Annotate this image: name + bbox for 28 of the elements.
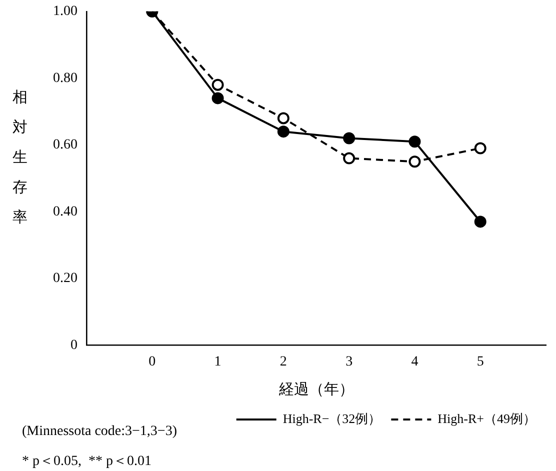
point — [212, 78, 224, 91]
y-tick-label: 0.60 — [53, 138, 78, 153]
y-tick-label: 1.00 — [53, 4, 78, 20]
y-tick-label: 0 — [70, 338, 78, 353]
x-tick-label: 2 — [280, 354, 287, 370]
x-axis-title: 経過（年） — [278, 380, 354, 398]
text: * p＜0.05, ** p＜0.01 — [22, 454, 152, 470]
x-tick-label: 3 — [346, 354, 353, 370]
legend-label: High-R+（49例） — [438, 410, 536, 426]
x-tick-label: 5 — [476, 354, 484, 370]
point — [474, 142, 486, 154]
y-axis-title: 相対生存率 — [12, 89, 28, 226]
text: (Minnessota code:3−1,3−3) — [22, 424, 178, 440]
x-tick-label: 0 — [148, 354, 156, 370]
y-tick-label: 0.20 — [53, 271, 78, 286]
x-tick-label: 4 — [411, 354, 418, 370]
point — [343, 152, 356, 164]
y-tick-label: 0.80 — [53, 70, 78, 86]
point — [474, 216, 486, 228]
y-tick-label: 0.40 — [53, 204, 78, 220]
point — [408, 136, 421, 148]
point — [343, 132, 356, 144]
point — [408, 156, 421, 168]
point — [212, 92, 224, 104]
legend-label: High-R−（32例） — [282, 410, 382, 426]
x-tick-label: 1 — [214, 354, 222, 370]
point — [277, 126, 290, 138]
point — [277, 112, 290, 124]
